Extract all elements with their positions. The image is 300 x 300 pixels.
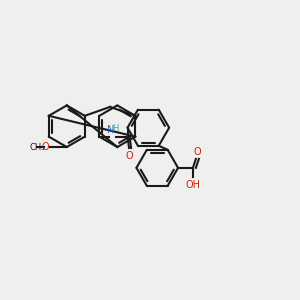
- Text: H: H: [112, 124, 118, 133]
- Text: O: O: [194, 146, 201, 157]
- Text: CH₃: CH₃: [29, 142, 45, 152]
- Text: O: O: [125, 152, 133, 161]
- Text: N: N: [106, 124, 114, 134]
- Text: OH: OH: [185, 180, 200, 190]
- Text: O: O: [41, 142, 49, 152]
